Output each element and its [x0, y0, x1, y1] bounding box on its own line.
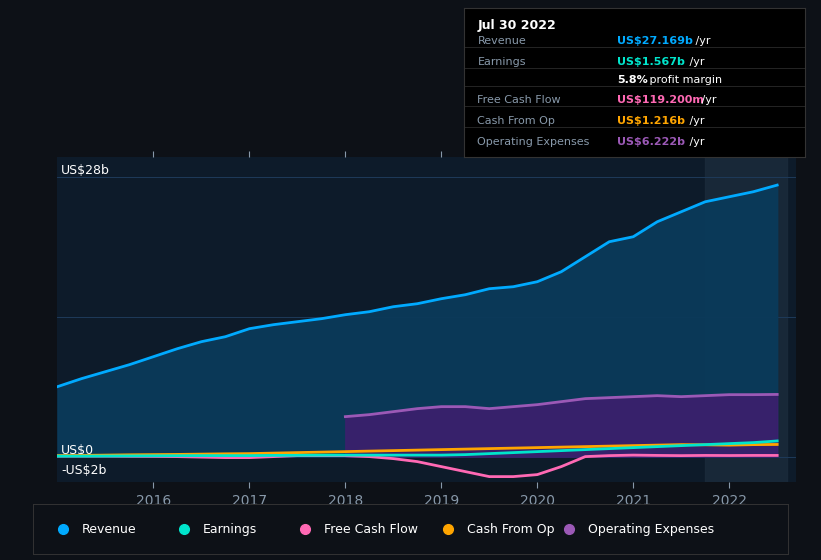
Text: US$1.216b: US$1.216b	[617, 116, 686, 126]
Text: US$6.222b: US$6.222b	[617, 137, 686, 147]
Bar	[705, 157, 787, 482]
Text: US$28b: US$28b	[62, 164, 110, 177]
Text: Cash From Op: Cash From Op	[467, 522, 555, 536]
Text: Earnings: Earnings	[478, 57, 526, 67]
Text: -US$2b: -US$2b	[62, 464, 107, 477]
Text: Free Cash Flow: Free Cash Flow	[478, 95, 561, 105]
Text: /yr: /yr	[692, 36, 711, 46]
Text: Free Cash Flow: Free Cash Flow	[323, 522, 418, 536]
Text: US$119.200m: US$119.200m	[617, 95, 704, 105]
Text: Jul 30 2022: Jul 30 2022	[478, 19, 557, 32]
Text: Revenue: Revenue	[478, 36, 526, 46]
Text: /yr: /yr	[686, 137, 704, 147]
Text: Earnings: Earnings	[203, 522, 257, 536]
Text: Operating Expenses: Operating Expenses	[478, 137, 589, 147]
Text: Operating Expenses: Operating Expenses	[588, 522, 714, 536]
Text: Cash From Op: Cash From Op	[478, 116, 555, 126]
Text: US$0: US$0	[62, 444, 94, 456]
Text: 5.8%: 5.8%	[617, 74, 648, 85]
Text: /yr: /yr	[699, 95, 717, 105]
Text: /yr: /yr	[686, 116, 704, 126]
Text: US$1.567b: US$1.567b	[617, 57, 685, 67]
Text: Revenue: Revenue	[82, 522, 136, 536]
Text: /yr: /yr	[686, 57, 704, 67]
Text: US$27.169b: US$27.169b	[617, 36, 693, 46]
Text: profit margin: profit margin	[646, 74, 722, 85]
